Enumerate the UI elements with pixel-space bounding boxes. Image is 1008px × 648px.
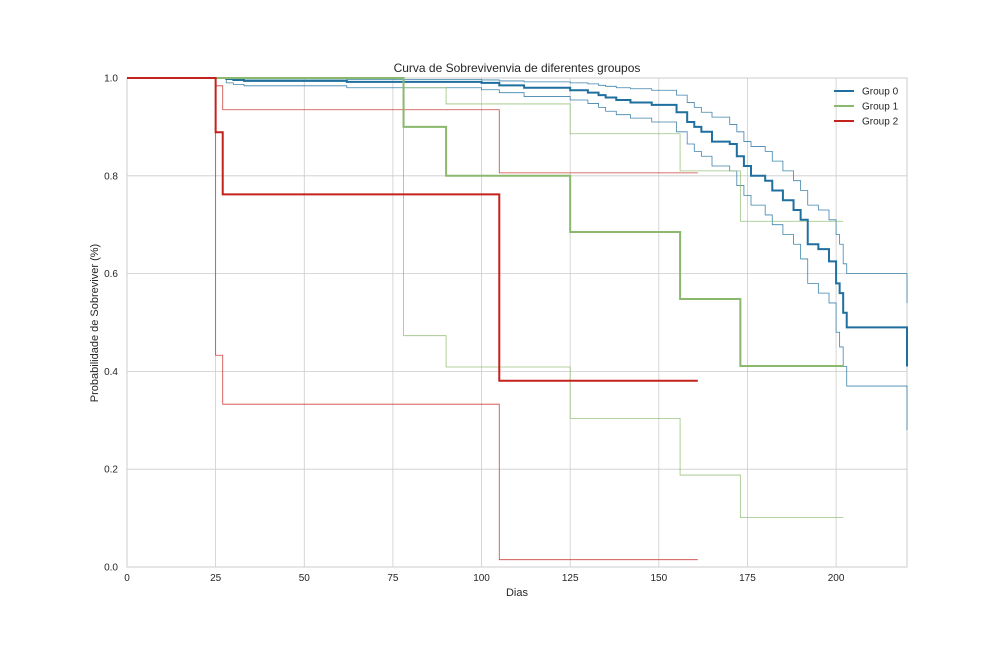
y-axis-label: Probabilidade de Sobreviver (%) — [89, 244, 101, 402]
y-tick-label: 0.4 — [104, 367, 118, 378]
group-0-ci-upper-line — [127, 77, 908, 303]
y-tick-label: 0.2 — [104, 465, 118, 476]
plot-frame — [126, 77, 908, 568]
x-tick-label: 100 — [473, 573, 490, 584]
series-layer — [127, 77, 908, 382]
legend: Group 0 Group 1 Group 2 — [834, 87, 899, 128]
x-tick-label: 200 — [828, 573, 845, 584]
x-tick-label: 175 — [739, 573, 756, 584]
x-tick-label: 75 — [387, 573, 399, 584]
x-tick-label: 50 — [299, 573, 311, 584]
group-0-ci-lower-line — [127, 77, 908, 431]
legend-label: Group 2 — [862, 117, 899, 128]
y-tick-label: 0.8 — [104, 171, 118, 182]
y-tick-label: 1.0 — [104, 74, 118, 85]
x-tick-label: 125 — [562, 573, 579, 584]
group-1-survival-line — [127, 77, 844, 368]
legend-label: Group 0 — [862, 87, 899, 98]
x-tick-label: 25 — [210, 573, 222, 584]
group-2-survival-line — [127, 77, 698, 382]
chart-title: Curva de Sobrevivenvia de diferentes gro… — [394, 61, 641, 75]
y-tick-label: 0.6 — [104, 269, 118, 280]
group-1-ci-lower-line — [127, 77, 844, 519]
legend-label: Group 1 — [862, 102, 899, 113]
y-tick-label: 0.0 — [104, 563, 118, 574]
x-tick-label: 0 — [124, 573, 130, 584]
group-0-survival-line — [127, 77, 908, 367]
tick-label-layer: 0 25 50 75 100 125 150 175 200 0.0 0.2 0.4 0.6 0.8 1.0 — [104, 74, 845, 585]
x-tick-label: 150 — [650, 573, 667, 584]
x-axis-label: Dias — [506, 587, 529, 599]
